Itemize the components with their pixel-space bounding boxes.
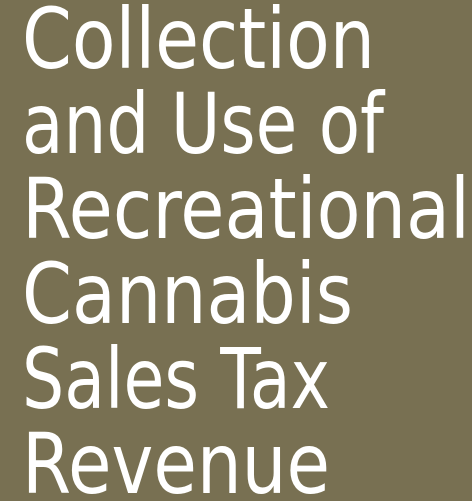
title-line: Collection [22, 0, 375, 88]
title-line: and Use of [22, 75, 386, 173]
title-line: Cannabis [22, 245, 353, 343]
title-line: Revenue [22, 415, 330, 501]
title-line: Recreational [22, 160, 470, 258]
title-line: Sales Tax [22, 330, 330, 428]
